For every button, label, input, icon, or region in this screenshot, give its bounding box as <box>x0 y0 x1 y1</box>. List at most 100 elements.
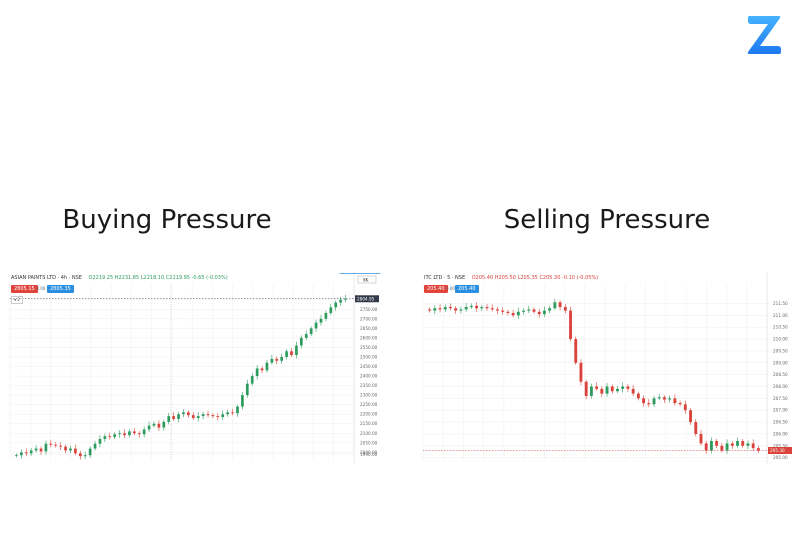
candle-body <box>485 307 489 309</box>
candle-body <box>211 415 215 417</box>
candle-body <box>29 450 33 454</box>
candle-body <box>490 308 494 310</box>
y-tick-label: 2650.00 <box>360 326 378 331</box>
sell-price-chip[interactable]: 205.40 <box>424 285 448 293</box>
chart-header: ITC LTD · 5 · NSE O205.40 H205.50 L205.3… <box>424 275 598 283</box>
candle-body <box>78 453 82 457</box>
candle-body <box>537 311 541 315</box>
y-tick-label: 2250.00 <box>360 402 378 407</box>
candle-body <box>673 398 677 404</box>
candle-body <box>241 395 244 407</box>
last-price-tag <box>768 447 792 455</box>
candle-body <box>290 351 293 356</box>
y-tick-label: 209.50 <box>773 348 788 353</box>
candle-body <box>201 414 205 417</box>
candle-body <box>501 310 505 312</box>
candle-body <box>694 422 698 434</box>
candle-body <box>678 403 682 405</box>
candle-body <box>299 337 303 346</box>
candle-body <box>610 386 614 392</box>
candle-body <box>616 388 619 392</box>
y-tick-label: 211.00 <box>773 313 788 318</box>
y-tick-label: 2600.00 <box>360 335 378 340</box>
y-tick-label: 2550.00 <box>360 345 378 350</box>
candle-body <box>20 452 23 456</box>
candle-body <box>98 439 102 444</box>
candle-body <box>621 386 625 389</box>
candle-body <box>689 410 692 423</box>
candle-body <box>314 322 318 329</box>
last-price-label: 2804.95 <box>357 296 375 301</box>
candle-body <box>74 448 77 454</box>
candle-body <box>236 406 239 414</box>
ohlc-readout: O2219.25 H2231.85 L2218.10 C2219.95 -0.6… <box>88 275 228 281</box>
candle-body <box>730 443 734 446</box>
candle-body <box>69 448 72 451</box>
candle-body <box>475 305 479 309</box>
candle-body <box>454 308 458 311</box>
symbol-label[interactable]: ITC LTD · 5 · NSE <box>424 275 466 281</box>
candle-body <box>88 448 92 456</box>
y-tick-label: 2000.00 <box>360 450 378 455</box>
y-tick-label: 208.50 <box>773 372 788 377</box>
candle-body <box>600 388 604 394</box>
grid <box>9 284 355 460</box>
sell-price-chip[interactable]: 2805.15 <box>11 285 38 293</box>
candle-body <box>339 299 342 303</box>
y-tick-label: 2200.00 <box>360 412 378 417</box>
y-tick-label: 209.00 <box>773 360 788 365</box>
buy-price-chip[interactable]: 2805.35 <box>47 285 74 293</box>
candle-body <box>83 455 87 457</box>
candle-body <box>49 443 53 445</box>
buying-pressure-title: Buying Pressure <box>62 205 272 235</box>
candle-body <box>128 431 131 436</box>
candle-body <box>725 443 729 451</box>
candle-body <box>532 309 536 312</box>
buying-pressure-chart: 2800.002750.002700.002650.002600.002550.… <box>8 272 380 464</box>
candle-body <box>152 423 156 426</box>
candle-body <box>511 312 515 316</box>
candle-body <box>657 397 661 399</box>
collapse-indicators-button[interactable]: ▾ 2 <box>11 296 23 304</box>
y-tick-label: 2150.00 <box>360 421 378 426</box>
candle-body <box>428 309 432 311</box>
candle-body <box>172 416 175 419</box>
candlestick-chart-left: 2800.002750.002700.002650.002600.002550.… <box>9 272 380 464</box>
candle-body <box>647 403 651 405</box>
candle-body <box>167 416 171 422</box>
symbol-label[interactable]: ASIAN PAINTS LTD · 4h · NSE <box>11 275 82 281</box>
buy-price-chip[interactable]: 205.40 <box>455 285 479 293</box>
candle-body <box>741 441 745 446</box>
spread-label: 0.00 <box>446 286 455 291</box>
candle-body <box>553 302 557 309</box>
last-price-tag <box>355 295 379 303</box>
candle-body <box>720 445 724 451</box>
candle-body <box>459 309 463 311</box>
candle-body <box>480 307 484 309</box>
y-tick-label: 205.00 <box>773 455 788 460</box>
candle-body <box>59 445 63 447</box>
auto-scale-button <box>357 275 377 284</box>
chart-header: ASIAN PAINTS LTD · 4h · NSE O2219.25 H22… <box>11 275 228 283</box>
y-tick-label: 2700.00 <box>360 316 378 321</box>
candle-body <box>245 383 249 396</box>
candle-body <box>558 302 562 308</box>
candle-body <box>344 298 347 300</box>
candle-body <box>443 307 447 310</box>
y-tick-label: 2500.00 <box>360 354 378 359</box>
candle-body <box>113 434 117 438</box>
candle-body <box>464 307 468 310</box>
candle-body <box>527 309 531 311</box>
candle-body <box>196 416 200 419</box>
candle-body <box>295 345 298 356</box>
candle-body <box>162 421 166 428</box>
y-tick-label: 210.50 <box>773 325 788 330</box>
candle-body <box>469 305 473 308</box>
candle-body <box>231 412 234 414</box>
candle-body <box>626 386 630 389</box>
candle-body <box>589 386 593 396</box>
candle-body <box>496 309 499 311</box>
candle-body <box>579 362 583 382</box>
candle-body <box>334 302 338 308</box>
candle-body <box>574 339 578 363</box>
